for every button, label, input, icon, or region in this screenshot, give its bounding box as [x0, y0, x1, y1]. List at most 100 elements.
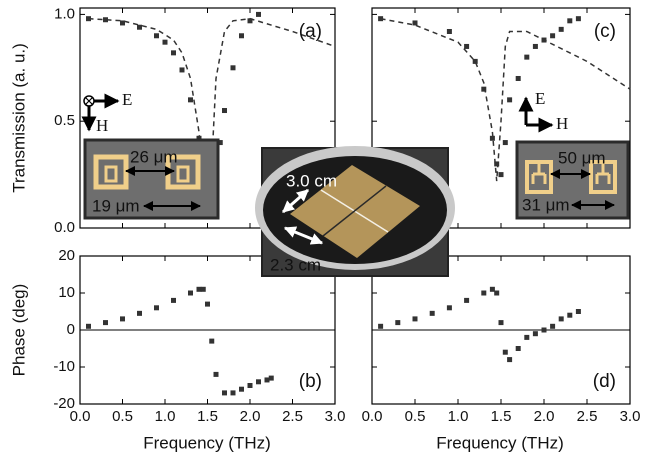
data-point	[120, 20, 125, 26]
panel-label: (b)	[299, 371, 322, 392]
data-point	[550, 33, 556, 39]
data-point	[239, 386, 244, 392]
y-tick-label: 0	[67, 321, 75, 338]
x-tick-label: 0.0	[70, 408, 91, 425]
x-tick-label: 3.0	[325, 408, 346, 425]
data-point	[188, 97, 193, 103]
data-point	[489, 286, 495, 292]
data-point	[256, 11, 261, 17]
data-point	[429, 310, 435, 316]
micrograph-a: 26 μm 19 μm	[83, 138, 220, 220]
data-point	[524, 54, 530, 60]
data-point	[247, 383, 253, 388]
data-point	[507, 97, 513, 103]
y-axis-label: Phase (deg)	[9, 284, 28, 377]
data-point	[222, 108, 227, 114]
y-tick-label: 1.0	[54, 5, 75, 22]
data-point	[481, 86, 487, 92]
plots: 0.0 0.5 1.0 0.0 0.5 1.0 1.5 2.0 2.5 3.0 -20 -10 0 10 2…	[53, 5, 640, 425]
polarization-c: E H	[518, 89, 568, 133]
data-point	[464, 43, 470, 49]
x-tick-label: 3.0	[620, 408, 641, 425]
data-point	[507, 357, 513, 363]
annotation: 26 μm	[130, 147, 178, 166]
x-tick-label: 1.0	[155, 408, 176, 425]
data-point	[230, 65, 236, 71]
data-point	[575, 309, 581, 314]
data-point	[567, 312, 573, 318]
y-tick-label: 20	[58, 247, 75, 264]
data-point	[137, 24, 142, 30]
y-tick-label: 0.0	[54, 219, 75, 236]
x-tick-label: 2.0	[534, 408, 555, 425]
data-point	[200, 286, 206, 292]
data-point	[502, 140, 508, 146]
data-point	[213, 371, 219, 377]
data-point	[532, 331, 538, 337]
data-point	[575, 16, 581, 22]
x-axis-label: Frequency (THz)	[143, 433, 271, 452]
data-point	[567, 18, 573, 24]
y-tick-label: 0.5	[54, 112, 75, 129]
data-point	[120, 316, 125, 322]
data-point	[179, 67, 185, 73]
x-tick-label: 1.0	[448, 408, 469, 425]
x-tick-label: 2.0	[240, 408, 261, 425]
data-point	[412, 20, 418, 26]
data-point	[395, 320, 401, 326]
annotation: E	[122, 90, 132, 109]
y-tick-label: -10	[53, 358, 75, 375]
data-point	[247, 18, 253, 24]
data-point	[515, 346, 521, 351]
data-point	[154, 305, 159, 311]
data-point	[558, 26, 564, 32]
data-point	[188, 290, 193, 296]
x-axis-label: Frequency (THz)	[436, 433, 564, 452]
x-tick-label: 2.5	[577, 408, 598, 425]
data-point	[558, 316, 564, 322]
x-tick-label: 0.5	[405, 408, 426, 425]
data-point	[217, 140, 223, 146]
photo-label: 2.3 cm	[270, 255, 321, 274]
data-point	[230, 390, 236, 396]
data-point	[103, 17, 108, 23]
data-point	[171, 297, 176, 303]
data-point	[268, 375, 274, 381]
simulated-line	[380, 17, 631, 182]
data-point	[209, 338, 215, 344]
data-point	[86, 323, 91, 329]
y-axis-label: Transmission (a. u.)	[9, 43, 28, 193]
data-point	[137, 310, 142, 316]
annotation: 19 μm	[92, 196, 140, 215]
data-point	[412, 316, 418, 322]
data-point	[196, 286, 202, 292]
data-point	[171, 50, 176, 56]
annotation: H	[96, 116, 108, 135]
x-tick-label: 0.5	[112, 408, 133, 425]
data-point	[464, 297, 470, 303]
photo-label: 3.0 cm	[286, 171, 337, 190]
x-tick-label: 1.5	[197, 408, 218, 425]
data-point	[489, 135, 495, 141]
simulated-line	[88, 17, 336, 203]
x-tick-label: 2.5	[282, 408, 303, 425]
data-point	[446, 28, 452, 34]
data-point	[239, 33, 244, 39]
data-point	[541, 327, 547, 333]
annotation: 50 μm	[558, 148, 606, 167]
micrograph-c: 50 μm 31 μm	[515, 140, 630, 220]
data-point	[222, 390, 227, 396]
annotation: 31 μm	[522, 195, 570, 214]
data-point	[494, 290, 500, 296]
data-point	[378, 323, 384, 329]
polarization-a: E H	[81, 90, 132, 135]
x-tick-label: 1.5	[491, 408, 512, 425]
data-point	[205, 301, 210, 307]
data-point	[256, 379, 261, 385]
panel-label: (a)	[299, 21, 322, 42]
data-point	[481, 290, 487, 296]
data-point	[103, 320, 108, 326]
data-point	[532, 43, 538, 49]
data-point	[524, 334, 530, 340]
data-point	[162, 39, 168, 45]
